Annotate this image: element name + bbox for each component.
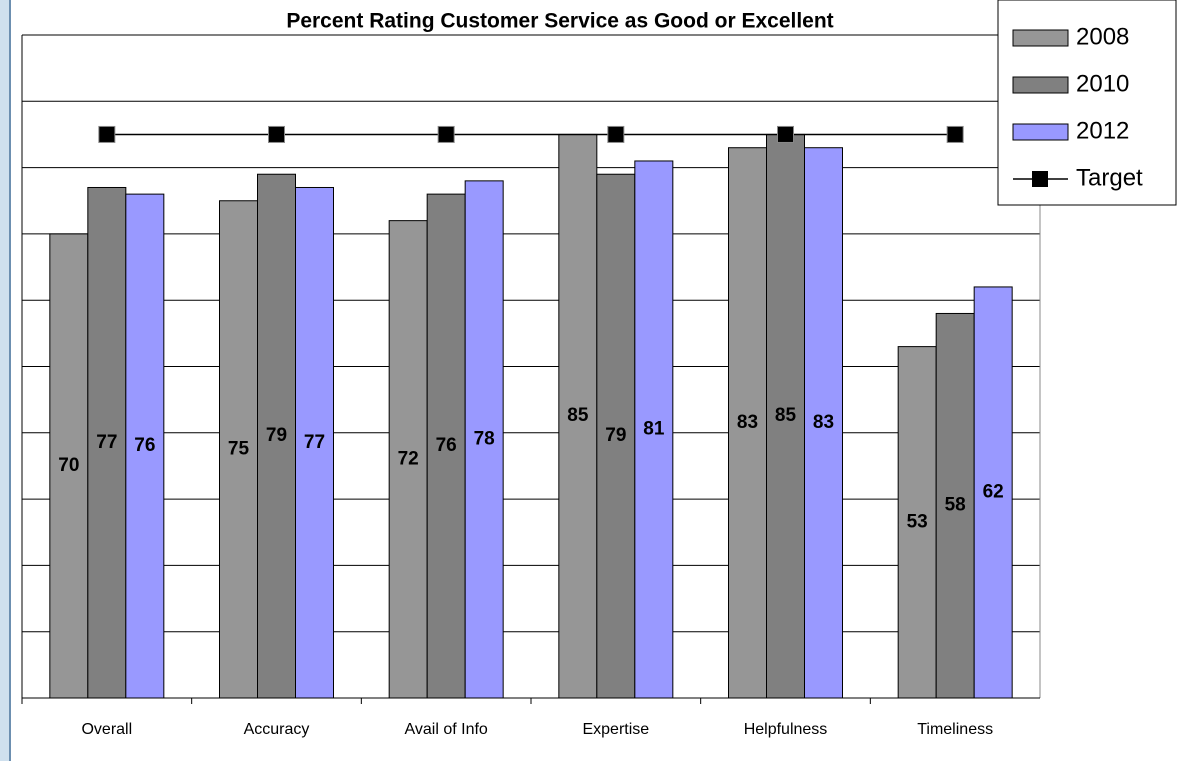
target-marker	[946, 125, 964, 143]
data-label: 70	[58, 455, 79, 476]
bar	[257, 173, 296, 699]
target-marker	[98, 125, 116, 143]
target-marker	[268, 125, 285, 143]
bar	[973, 286, 1013, 699]
bar	[125, 193, 165, 699]
bar	[558, 133, 598, 699]
legend-marker	[1032, 171, 1048, 187]
data-label: 79	[266, 425, 287, 446]
data-label: 76	[436, 435, 457, 456]
x-tick-label: Accuracy	[244, 721, 310, 738]
bar	[426, 193, 466, 699]
data-label: 75	[228, 438, 250, 459]
legend-swatch	[1012, 29, 1069, 47]
legend-swatch	[1012, 76, 1069, 94]
target-marker	[437, 125, 455, 143]
bar	[388, 220, 428, 699]
bar	[634, 160, 674, 699]
data-label: 85	[775, 405, 797, 426]
legend-swatch	[1012, 123, 1069, 141]
x-tick-label: Expertise	[582, 721, 649, 738]
bar	[804, 147, 843, 699]
data-label: 78	[474, 428, 495, 449]
bar	[766, 133, 805, 699]
target-marker	[777, 125, 794, 143]
data-label: 81	[643, 419, 665, 440]
x-tick-label: Timeliness	[917, 721, 993, 738]
data-label: 62	[983, 481, 1004, 502]
legend-label: 2012	[1076, 117, 1129, 144]
data-label: 58	[945, 495, 966, 516]
data-label: 83	[813, 412, 834, 433]
data-label: 72	[398, 448, 419, 469]
x-tick-label: Overall	[81, 721, 132, 738]
data-label: 79	[605, 425, 626, 446]
bar	[49, 233, 89, 699]
side-strip	[0, 0, 10, 761]
x-tick-label: Avail of Info	[405, 721, 488, 738]
data-label: 77	[304, 432, 325, 453]
bar	[464, 180, 504, 699]
data-label: 53	[907, 511, 928, 532]
target-marker	[607, 125, 625, 143]
bar	[219, 200, 258, 699]
legend-label: 2010	[1076, 70, 1129, 97]
data-label: 76	[134, 435, 155, 456]
bar	[897, 346, 937, 699]
data-label: 83	[737, 412, 758, 433]
data-label: 77	[96, 432, 117, 453]
legend-label: Target	[1076, 164, 1143, 191]
bar	[295, 186, 334, 699]
bar	[935, 312, 975, 699]
data-label: 85	[567, 405, 589, 426]
x-tick-label: Helpfulness	[744, 721, 828, 738]
chart-title: Percent Rating Customer Service as Good …	[286, 10, 833, 33]
legend-label: 2008	[1076, 23, 1129, 50]
